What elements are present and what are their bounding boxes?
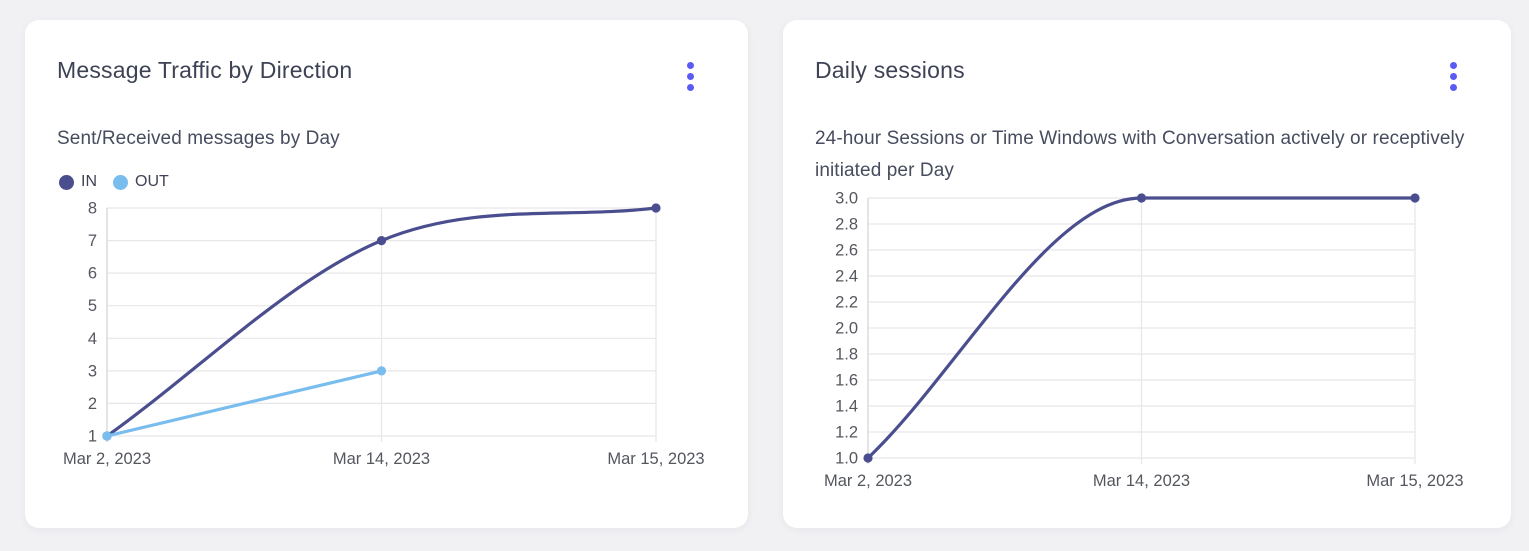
- card-header: Message Traffic by Direction: [57, 56, 700, 95]
- y-tick-label: 1.4: [835, 398, 858, 416]
- y-tick-label: 3: [88, 362, 97, 380]
- y-tick-label: 1.8: [835, 346, 858, 364]
- data-point[interactable]: [863, 453, 873, 463]
- y-tick-label: 2: [88, 395, 97, 413]
- legend-item-in[interactable]: IN: [59, 173, 97, 191]
- y-tick-label: 4: [88, 330, 97, 348]
- card-title: Daily sessions: [815, 57, 965, 83]
- y-tick-label: 2.8: [835, 216, 858, 234]
- x-tick-label: Mar 14, 2023: [333, 450, 430, 468]
- legend-dot-in: [59, 174, 74, 190]
- y-tick-label: 2.4: [835, 268, 858, 286]
- y-tick-label: 2.2: [835, 294, 858, 312]
- x-tick-label: Mar 14, 2023: [1093, 472, 1190, 490]
- card-message-traffic: Message Traffic by Direction Sent/Receiv…: [25, 20, 748, 528]
- legend-dot-out: [113, 174, 128, 190]
- kebab-menu-icon[interactable]: [681, 58, 700, 95]
- x-tick-label: Mar 2, 2023: [63, 450, 151, 468]
- kebab-dot: [1450, 73, 1457, 80]
- y-tick-label: 6: [88, 265, 97, 283]
- y-tick-label: 1.2: [835, 424, 858, 442]
- message-traffic-chart: 8 7 6 5 4 3 2 1 Mar 2, 2023 Mar 14, 2023 Mar 15, 2…: [63, 200, 705, 469]
- y-tick-label: 1.6: [835, 372, 858, 390]
- data-point[interactable]: [1136, 193, 1147, 203]
- series-line-daily-sessions: [866, 196, 1417, 460]
- y-tick-label: 8: [88, 200, 97, 218]
- kebab-dot: [1450, 62, 1457, 69]
- daily-sessions-chart: 3.0 2.8 2.6 2.4 2.2 2.0 1.8 1.6 1.4 1.2 1.0 Mar 2, …: [824, 190, 1464, 491]
- card-subtitle: 24-hour Sessions or Time Windows with Co…: [815, 128, 1465, 181]
- y-tick-label: 1: [88, 428, 97, 446]
- data-point[interactable]: [376, 366, 387, 376]
- kebab-menu-icon[interactable]: [1444, 58, 1463, 95]
- legend-label-in: IN: [81, 173, 97, 190]
- data-point[interactable]: [651, 203, 661, 213]
- x-tick-label: Mar 15, 2023: [607, 450, 704, 468]
- card-subtitle: Sent/Received messages by Day: [57, 128, 340, 149]
- chart-legend: IN OUT: [59, 171, 748, 193]
- y-tick-label: 3.0: [835, 190, 858, 208]
- legend-label-out: OUT: [135, 173, 169, 190]
- card-header: Daily sessions: [815, 56, 1463, 95]
- card-daily-sessions: Daily sessions 24-hour Sessions or Time …: [783, 20, 1511, 528]
- data-point[interactable]: [1410, 193, 1420, 203]
- series-line-out: [105, 369, 384, 438]
- y-tick-label: 5: [88, 297, 97, 315]
- kebab-dot: [687, 62, 694, 69]
- card-title: Message Traffic by Direction: [57, 57, 353, 83]
- kebab-dot: [687, 84, 694, 91]
- legend-item-out[interactable]: OUT: [113, 173, 169, 191]
- kebab-dot: [1450, 84, 1457, 91]
- y-tick-label: 2.6: [835, 242, 858, 260]
- x-tick-label: Mar 15, 2023: [1366, 472, 1463, 490]
- y-tick-label: 2.0: [835, 320, 858, 338]
- y-tick-label: 7: [88, 232, 97, 250]
- x-tick-label: Mar 2, 2023: [824, 472, 912, 490]
- data-point[interactable]: [102, 431, 112, 441]
- kebab-dot: [687, 73, 694, 80]
- y-tick-label: 1.0: [835, 450, 858, 468]
- data-point[interactable]: [376, 236, 387, 246]
